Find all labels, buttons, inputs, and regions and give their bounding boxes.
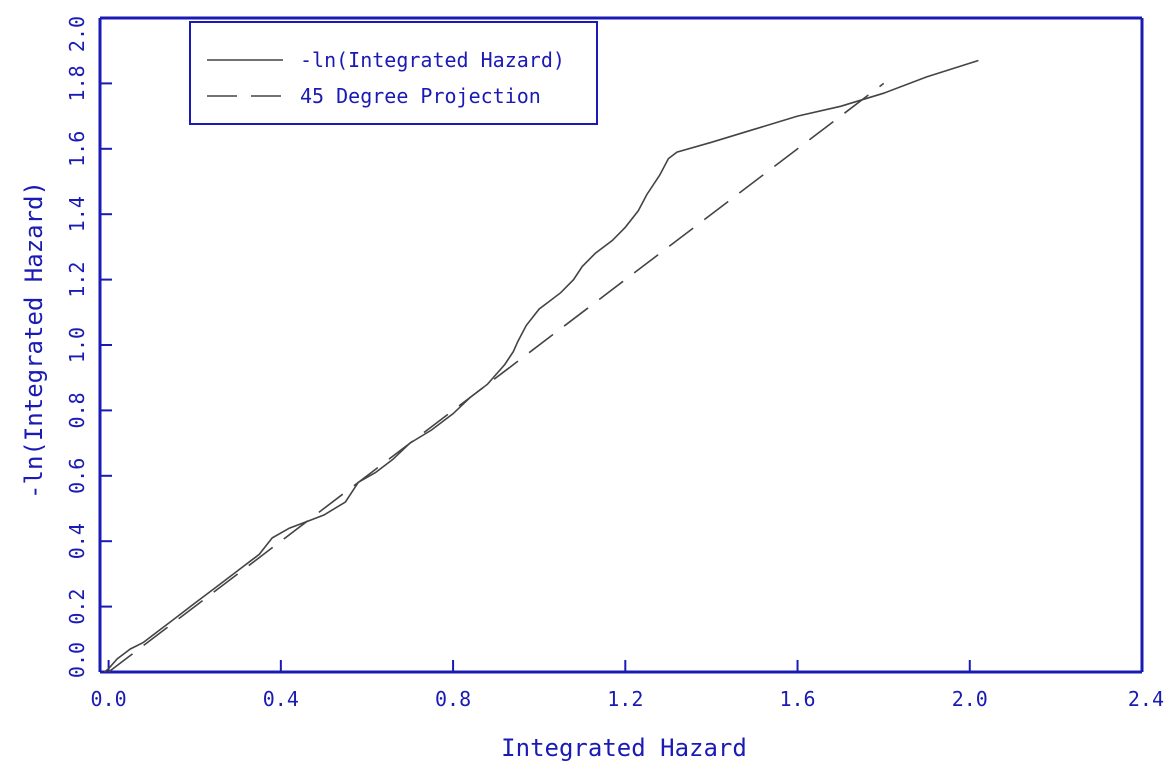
legend-box	[189, 21, 598, 125]
y-tick-label: 0.4	[65, 523, 89, 559]
x-ticks: 0.0 0.4 0.8 1.2 1.6 2.0 2.4	[91, 660, 1164, 711]
y-axis-title: -ln(Integrated Hazard)	[20, 181, 48, 499]
y-tick-label: 1.0	[65, 327, 89, 363]
legend-label-1: 45 Degree Projection	[300, 84, 541, 108]
y-ticks: 0.0 0.2 0.4 0.6 0.8 1.0 1.2 1.4 1.6 1.8 2.0	[65, 16, 112, 678]
y-tick-label: 0.2	[65, 589, 89, 625]
series-line-integrated-hazard	[103, 59, 979, 673]
x-tick-label: 1.6	[779, 687, 815, 711]
series-line-45-degree	[108, 82, 885, 673]
x-tick-label: 0.0	[91, 687, 127, 711]
y-tick-label: 0.6	[65, 458, 89, 494]
x-tick-label: 1.2	[607, 687, 643, 711]
x-tick-label: 2.4	[1128, 687, 1164, 711]
y-tick-label: 1.8	[65, 65, 89, 101]
legend: -ln(Integrated Hazard) 45 Degree Project…	[189, 21, 598, 125]
y-tick-label: 0.0	[65, 642, 89, 678]
y-tick-label: 2.0	[65, 16, 89, 52]
y-tick-label: 0.8	[65, 392, 89, 428]
legend-label-0: -ln(Integrated Hazard)	[300, 48, 565, 72]
y-tick-label: 1.6	[65, 131, 89, 167]
series-layer	[103, 59, 979, 673]
x-tick-label: 2.0	[952, 687, 988, 711]
y-tick-label: 1.4	[65, 196, 89, 232]
x-tick-label: 0.8	[435, 687, 471, 711]
y-tick-label: 1.2	[65, 262, 89, 298]
x-axis-title: Integrated Hazard	[501, 734, 747, 762]
x-tick-label: 0.4	[263, 687, 299, 711]
